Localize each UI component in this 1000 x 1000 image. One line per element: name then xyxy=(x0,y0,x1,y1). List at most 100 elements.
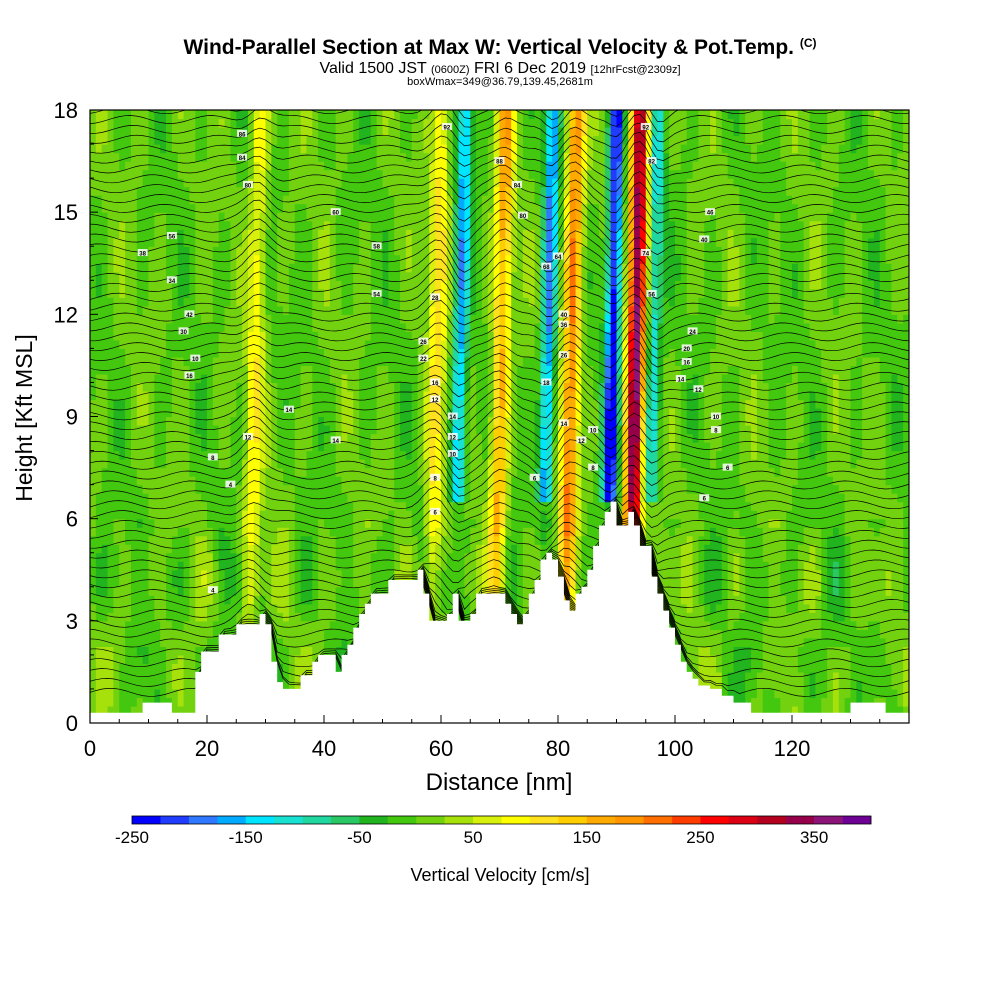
velocity-cell xyxy=(411,535,419,545)
velocity-cell xyxy=(259,484,267,494)
velocity-cell xyxy=(464,433,471,443)
velocity-cell xyxy=(183,442,191,452)
velocity-cell xyxy=(405,263,413,273)
velocity-cell xyxy=(335,407,343,418)
velocity-cell xyxy=(306,416,313,426)
velocity-cell xyxy=(335,152,343,162)
velocity-cell xyxy=(335,356,343,367)
velocity-cell xyxy=(487,510,495,520)
velocity-cell xyxy=(136,331,144,341)
velocity-cell xyxy=(125,161,132,171)
velocity-cell xyxy=(288,152,296,162)
velocity-cell xyxy=(177,152,185,162)
velocity-cell xyxy=(142,297,150,307)
velocity-cell xyxy=(318,629,325,639)
velocity-cell xyxy=(90,195,97,205)
velocity-cell xyxy=(189,646,196,656)
velocity-cell xyxy=(154,373,161,384)
velocity-cell xyxy=(236,459,243,469)
velocity-cell xyxy=(382,339,389,349)
velocity-cell xyxy=(417,416,425,426)
velocity-cell xyxy=(394,569,401,579)
velocity-cell xyxy=(446,161,454,171)
velocity-cell xyxy=(171,322,179,332)
velocity-cell xyxy=(230,433,237,443)
velocity-cell xyxy=(481,501,489,511)
velocity-cell xyxy=(400,322,407,332)
velocity-cell xyxy=(195,629,202,639)
velocity-cell xyxy=(300,305,308,315)
velocity-cell xyxy=(247,203,255,213)
velocity-cell xyxy=(101,203,109,213)
velocity-cell xyxy=(247,263,255,273)
velocity-cell xyxy=(417,501,425,511)
velocity-cell xyxy=(148,416,155,426)
velocity-cell xyxy=(154,348,161,358)
velocity-cell xyxy=(288,220,296,230)
velocity-cell xyxy=(212,442,220,452)
velocity-cell xyxy=(160,339,167,349)
velocity-cell xyxy=(359,127,366,137)
velocity-cell xyxy=(224,356,231,367)
velocity-cell xyxy=(166,697,173,707)
velocity-cell xyxy=(324,356,331,367)
velocity-cell xyxy=(481,212,489,222)
velocity-cell xyxy=(166,450,173,460)
velocity-cell xyxy=(288,195,296,205)
velocity-cell xyxy=(388,484,395,494)
velocity-cell xyxy=(142,195,150,205)
velocity-cell xyxy=(125,527,132,537)
velocity-cell xyxy=(341,305,348,315)
velocity-cell xyxy=(394,220,401,230)
velocity-cell xyxy=(464,484,471,494)
velocity-cell xyxy=(113,339,120,349)
velocity-cell xyxy=(259,246,267,256)
velocity-cell xyxy=(370,195,378,205)
velocity-cell xyxy=(136,152,144,162)
velocity-cell xyxy=(318,348,325,358)
velocity-cell xyxy=(481,322,489,332)
velocity-cell xyxy=(166,322,173,332)
velocity-cell xyxy=(435,595,442,605)
velocity-cell xyxy=(177,348,185,358)
velocity-cell xyxy=(90,654,97,664)
velocity-cell xyxy=(183,135,191,145)
velocity-cell xyxy=(166,399,173,409)
velocity-cell xyxy=(189,186,196,196)
velocity-cell xyxy=(382,416,389,426)
velocity-cell xyxy=(113,442,120,452)
velocity-cell xyxy=(90,339,97,349)
velocity-cell xyxy=(481,229,489,239)
velocity-cell xyxy=(441,510,448,520)
velocity-cell xyxy=(148,501,155,511)
velocity-cell xyxy=(125,169,132,179)
velocity-cell xyxy=(335,646,343,656)
velocity-cell xyxy=(335,544,343,554)
velocity-cell xyxy=(125,442,132,452)
velocity-cell xyxy=(324,501,331,511)
velocity-cell xyxy=(195,476,202,486)
velocity-cell xyxy=(446,331,454,341)
velocity-cell xyxy=(446,493,454,503)
velocity-cell xyxy=(218,527,226,537)
velocity-cell xyxy=(481,297,489,307)
velocity-cell xyxy=(417,433,425,443)
velocity-cell xyxy=(446,178,454,188)
velocity-cell xyxy=(148,646,155,656)
velocity-cell xyxy=(136,552,144,562)
velocity-cell xyxy=(271,595,278,605)
velocity-cell xyxy=(90,288,97,298)
velocity-cell xyxy=(353,373,360,384)
velocity-cell xyxy=(294,263,302,273)
velocity-cell xyxy=(212,297,220,307)
velocity-cell xyxy=(353,612,360,622)
velocity-cell xyxy=(90,212,97,222)
velocity-cell xyxy=(183,697,191,707)
velocity-cell xyxy=(160,382,167,392)
velocity-cell xyxy=(405,169,413,179)
velocity-cell xyxy=(364,433,372,443)
velocity-cell xyxy=(230,339,237,349)
velocity-cell xyxy=(136,229,144,239)
velocity-cell xyxy=(125,314,132,324)
velocity-cell xyxy=(136,110,144,120)
